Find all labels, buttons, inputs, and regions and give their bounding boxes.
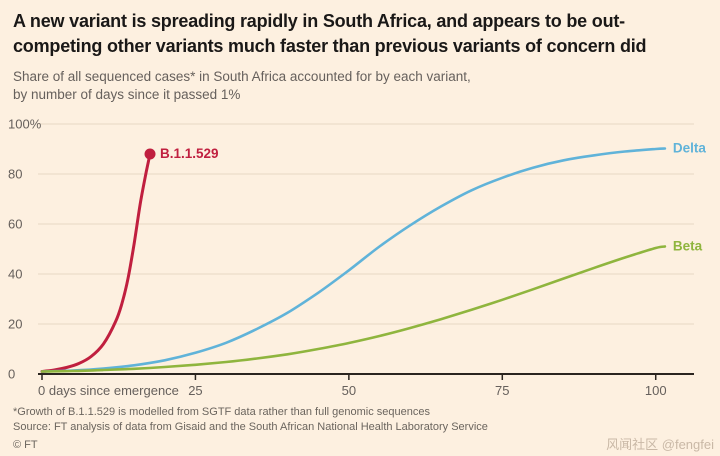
x-tick-label: 50 <box>342 383 356 398</box>
y-tick-label: 100% <box>8 117 42 132</box>
chart-subtitle-line-2: by number of days since it passed 1% <box>13 87 241 102</box>
variant-share-line-chart: 0 20 40 60 80 100% 0 days since emergence 25 50 7… <box>8 117 707 399</box>
chart-title: A new variant is spreading rapidly in So… <box>13 9 717 59</box>
series-label-b-1-1-529: B.1.1.529 <box>160 146 219 161</box>
y-tick-label: 0 <box>8 367 15 382</box>
chart-footer: *Growth of B.1.1.529 is modelled from SG… <box>13 405 488 453</box>
y-tick-label: 40 <box>8 267 22 282</box>
series-label-delta: Delta <box>673 141 707 156</box>
x-tick-label: 0 days since emergence <box>38 383 179 398</box>
x-tick-label: 25 <box>188 383 202 398</box>
x-tick-label: 100 <box>645 383 667 398</box>
y-tick-label: 20 <box>8 317 22 332</box>
series-line-delta <box>40 147 667 373</box>
ft-copyright: © FT <box>13 439 38 451</box>
footnote: *Growth of B.1.1.529 is modelled from SG… <box>13 406 430 418</box>
chart-title-line-2: competing other variants much faster tha… <box>13 36 647 56</box>
source: Source: FT analysis of data from Gisaid … <box>13 420 488 433</box>
x-tick-label: 75 <box>495 383 509 398</box>
y-tick-label: 60 <box>8 217 22 232</box>
series-line-beta <box>40 245 667 373</box>
series-end-marker-b-1-1-529 <box>144 148 156 160</box>
y-tick-label: 80 <box>8 167 22 182</box>
chart-subtitle-line-1: Share of all sequenced cases* in South A… <box>13 69 471 84</box>
chart-title-line-1: A new variant is spreading rapidly in So… <box>13 11 625 31</box>
series-label-beta: Beta <box>673 239 703 254</box>
chart-header: A new variant is spreading rapidly in So… <box>13 9 717 104</box>
series-line-b-1-1-529 <box>40 152 152 373</box>
chart-subtitle: Share of all sequenced cases* in South A… <box>13 68 717 104</box>
watermark: 风闻社区 @fengfei <box>606 437 714 452</box>
